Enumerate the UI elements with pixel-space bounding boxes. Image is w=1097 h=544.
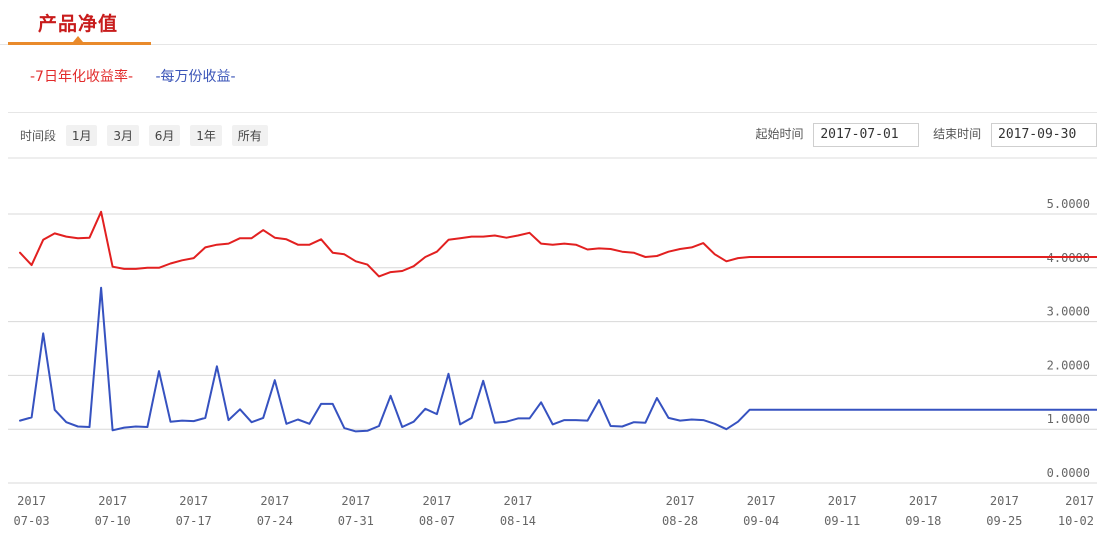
x-tick-date: 09-25 xyxy=(986,514,1022,528)
range-toolbar: 时间段 1月 3月 6月 1年 所有 xyxy=(20,125,274,146)
x-tick-date: 08-28 xyxy=(662,514,698,528)
start-date-input[interactable]: 2017-07-01 xyxy=(813,123,920,147)
x-tick-date: 07-17 xyxy=(176,514,212,528)
x-tick-year: 2017 xyxy=(1065,494,1094,508)
x-tick-year: 2017 xyxy=(260,494,289,508)
range-label: 时间段 xyxy=(20,129,57,143)
x-tick-year: 2017 xyxy=(98,494,127,508)
x-tick-year: 2017 xyxy=(828,494,857,508)
x-tick-year: 2017 xyxy=(666,494,695,508)
range-6m-button[interactable]: 6月 xyxy=(148,125,181,146)
series-line-per-10k-income xyxy=(19,286,1097,433)
y-tick-label: 1.0000 xyxy=(1047,412,1090,426)
x-tick-date: 09-04 xyxy=(743,514,779,528)
x-tick-date: 08-07 xyxy=(419,514,455,528)
series-tabs: -7日年化收益率- -每万份收益- xyxy=(30,66,254,86)
y-tick-label: 5.0000 xyxy=(1047,197,1090,211)
tab-annual-yield[interactable]: -7日年化收益率- xyxy=(30,69,134,85)
range-3m-button[interactable]: 3月 xyxy=(107,125,139,146)
x-tick-year: 2017 xyxy=(909,494,938,508)
chart-panel: 时间段 1月 3月 6月 1年 所有 起始时间 2017-07-01 结束时间 … xyxy=(8,112,1097,544)
range-all-button[interactable]: 所有 xyxy=(231,125,268,146)
x-tick-date: 09-18 xyxy=(905,514,941,528)
y-tick-label: 3.0000 xyxy=(1047,305,1090,319)
tab-per-10k-income[interactable]: -每万份收益- xyxy=(155,69,236,85)
series-line-annual-yield xyxy=(19,210,1097,278)
x-tick-date: 07-24 xyxy=(257,514,293,528)
x-tick-year: 2017 xyxy=(422,494,451,508)
y-tick-label: 2.0000 xyxy=(1047,358,1090,372)
x-tick-date: 07-31 xyxy=(338,514,374,528)
end-date-input[interactable]: 2017-09-30 xyxy=(991,123,1097,147)
x-tick-year: 2017 xyxy=(504,494,533,508)
caret-up-icon xyxy=(73,36,83,42)
page-header: 产品净值 xyxy=(0,0,1097,45)
x-tick-year: 2017 xyxy=(179,494,208,508)
x-tick-date: 10-02 xyxy=(1058,514,1094,528)
x-tick-year: 2017 xyxy=(747,494,776,508)
x-tick-year: 2017 xyxy=(17,494,46,508)
page-title: 产品净值 xyxy=(38,13,119,35)
x-tick-date: 09-11 xyxy=(824,514,860,528)
x-tick-date: 08-14 xyxy=(500,514,536,528)
start-date-label: 起始时间 xyxy=(755,127,804,141)
title-underline xyxy=(8,42,151,45)
x-tick-date: 07-10 xyxy=(95,514,131,528)
end-date-label: 结束时间 xyxy=(933,127,982,141)
x-tick-date: 07-03 xyxy=(14,514,50,528)
date-range: 起始时间 2017-07-01 结束时间 2017-09-30 xyxy=(745,123,1097,147)
x-tick-year: 2017 xyxy=(341,494,370,508)
range-1y-button[interactable]: 1年 xyxy=(190,125,222,146)
y-tick-label: 0.0000 xyxy=(1047,466,1090,480)
range-1m-button[interactable]: 1月 xyxy=(65,125,98,146)
x-tick-year: 2017 xyxy=(990,494,1019,508)
